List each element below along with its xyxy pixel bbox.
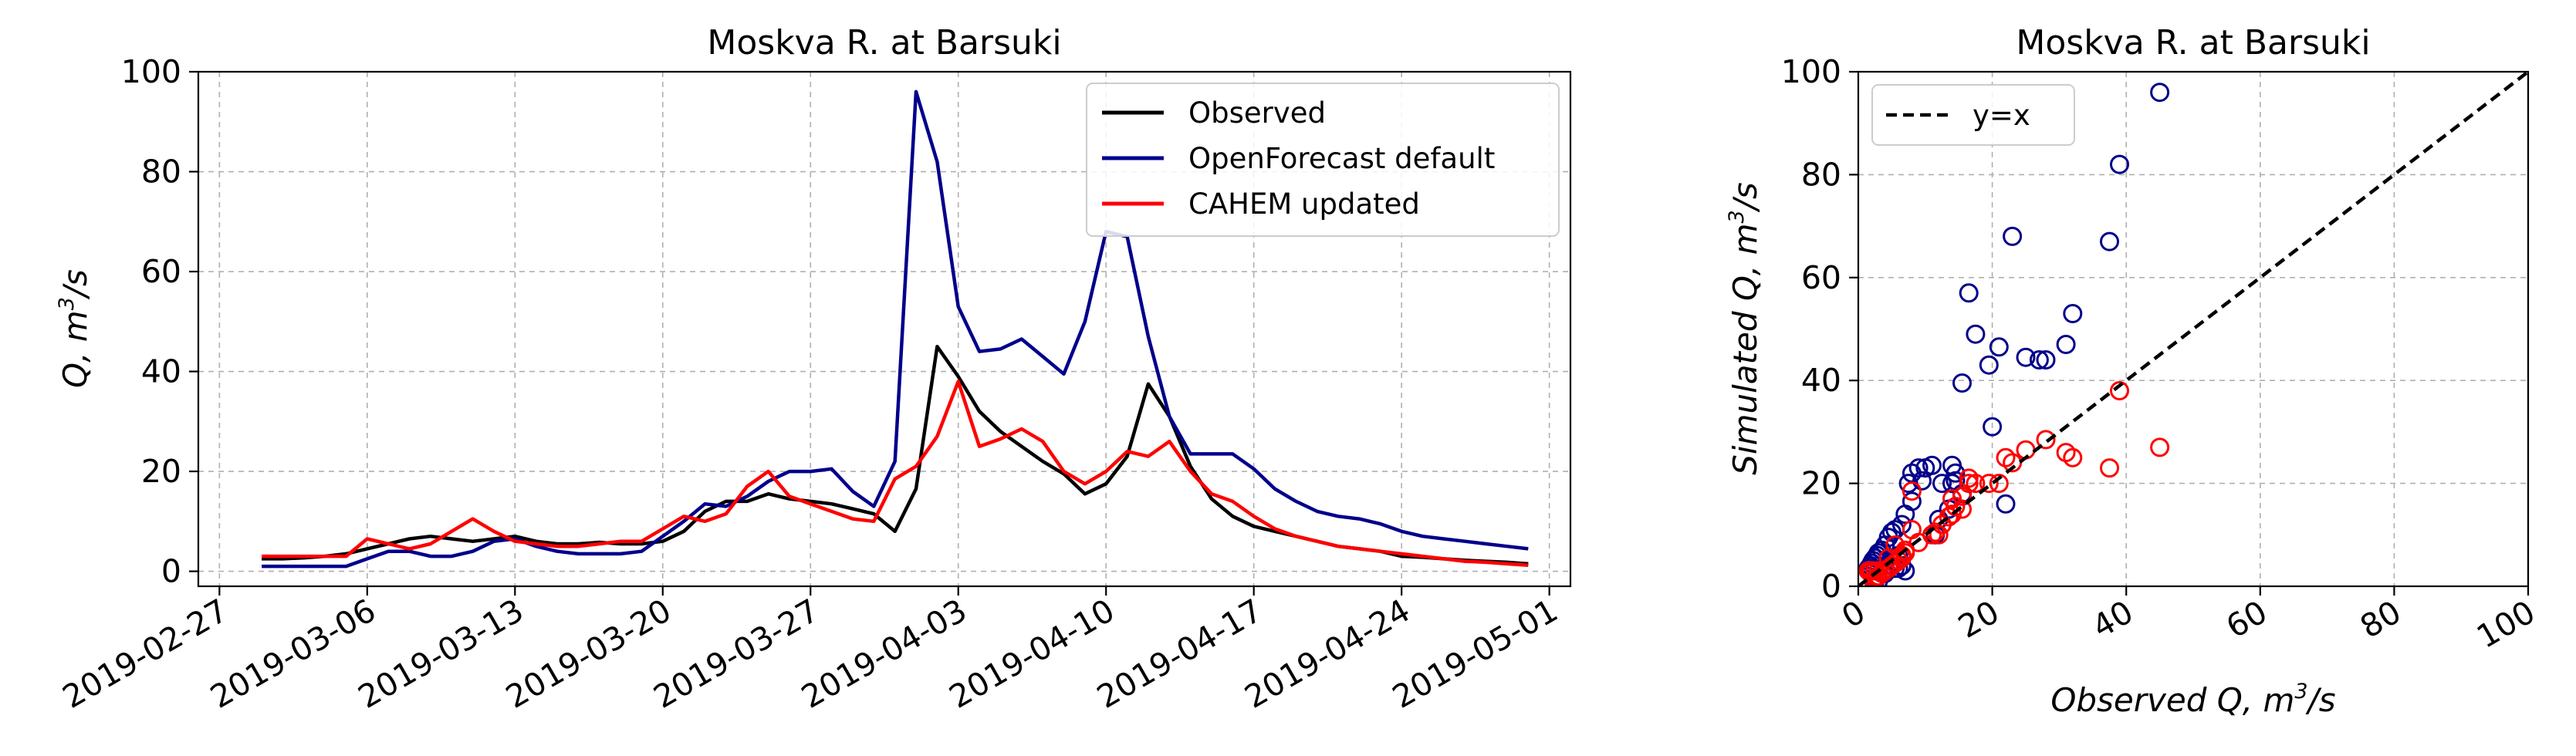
scatter-x-axis-label: Observed Q, m3/s: [2050, 680, 2335, 719]
time-series-legend-box: [1086, 83, 1560, 237]
scatter-y-tick-label: 40: [1801, 362, 1841, 399]
scatter-point-openforecast-default: [2150, 83, 2170, 103]
legend-label-observed: Observed: [1188, 96, 1326, 130]
scatter-axes-frame: [1857, 70, 2530, 588]
time-series-y-tick-label: 20: [141, 453, 181, 490]
scatter-y-tick-label: 100: [1781, 53, 1841, 90]
scatter-y-tick-label: 80: [1801, 156, 1841, 193]
time-series-title: Moskva R. at Barsuki: [707, 23, 1061, 62]
scatter-point-openforecast-default: [1979, 355, 1999, 375]
scatter-point-openforecast-default: [1966, 324, 1986, 344]
time-series-y-tick-label: 60: [141, 253, 181, 290]
scatter-point-cahem-updated: [2100, 458, 2119, 478]
scatter-point-cahem-updated: [2036, 430, 2056, 450]
scatter-point-cahem-updated: [1959, 474, 1979, 494]
time-series-x-tick-label: 2019-04-10: [943, 592, 1121, 716]
scatter-x-tick-label: 40: [2086, 593, 2139, 646]
scatter-point-cahem-updated: [1989, 474, 2009, 494]
scatter-point-cahem-updated: [2150, 437, 2170, 457]
scatter-point-openforecast-default: [2036, 350, 2056, 370]
time-series-y-tick-label: 40: [141, 353, 181, 390]
time-series-x-tick-label: 2019-04-17: [1090, 592, 1268, 716]
legend-label-y-equals-x: y=x: [1973, 99, 2030, 132]
scatter-point-openforecast-default: [1946, 463, 1966, 483]
scatter-y-tick-label: 20: [1801, 465, 1841, 502]
time-series-legend: Observed OpenForecast default CAHEM upda…: [1086, 83, 1560, 237]
scatter-point-openforecast-default: [2100, 231, 2119, 251]
time-series-x-tick-label: 2019-03-13: [352, 592, 529, 716]
scatter-point-openforecast-default: [2003, 226, 2023, 246]
time-series-axes-frame: [197, 70, 1572, 588]
scatter-point-openforecast-default: [2063, 304, 2083, 323]
series-line-cahem-updated: [262, 380, 1529, 568]
scatter-point-cahem-updated: [1942, 489, 1962, 509]
scatter-point-openforecast-default: [1959, 283, 1979, 303]
scatter-point-cahem-updated: [1929, 525, 1949, 545]
time-series-y-axis-label: Q, m3/s: [55, 269, 94, 388]
scatter-point-cahem-updated: [1979, 474, 1999, 494]
reference-line-y-equals-x: [1858, 72, 2528, 586]
scatter-x-tick-label: 20: [1952, 593, 2005, 646]
scatter-points: [1858, 72, 2528, 586]
scatter-point-cahem-updated: [1959, 468, 1979, 488]
scatter-point-cahem-updated: [1878, 548, 1898, 568]
time-series-x-tick-label: 2019-04-03: [795, 592, 972, 716]
scatter-y-tick-label: 0: [1821, 568, 1841, 605]
time-series-x-tick-label: 2019-03-06: [204, 592, 381, 716]
scatter-point-openforecast-default: [1996, 494, 2016, 514]
scatter-y-axis-label: Simulated Q, m3/s: [1725, 182, 1764, 475]
scatter-legend-box: [1871, 84, 2075, 146]
time-series-y-tick-label: 80: [141, 154, 181, 191]
scatter-point-cahem-updated: [1902, 481, 1922, 501]
scatter-legend: y=x: [1871, 84, 2075, 146]
scatter-y-tick-label: 60: [1801, 259, 1841, 296]
scatter-point-cahem-updated: [1902, 520, 1922, 540]
scatter-x-tick-label: 60: [2220, 593, 2273, 646]
time-series-y-tick-label: 100: [121, 53, 181, 90]
scatter-point-cahem-updated: [1865, 561, 1885, 581]
scatter-point-cahem-updated: [1952, 499, 1972, 519]
scatter-point-openforecast-default: [1983, 417, 2003, 437]
scatter-point-openforecast-default: [1932, 474, 1952, 494]
series-line-openforecast-default: [262, 89, 1529, 569]
time-series-chart: 2019-02-272019-03-062019-03-132019-03-20…: [55, 23, 1572, 716]
scatter-point-openforecast-default: [1915, 458, 1935, 478]
scatter-title: Moskva R. at Barsuki: [2016, 23, 2370, 62]
scatter-point-openforecast-default: [1952, 373, 1972, 393]
legend-label-openforecast-default: OpenForecast default: [1188, 142, 1495, 175]
scatter-x-tick-label: 80: [2354, 593, 2407, 646]
scatter-point-cahem-updated: [2110, 381, 2129, 400]
scatter-point-cahem-updated: [2056, 443, 2076, 463]
legend-label-cahem-updated: CAHEM updated: [1188, 187, 1420, 221]
scatter-point-openforecast-default: [2056, 335, 2076, 354]
scatter-point-openforecast-default: [2029, 350, 2049, 370]
time-series-x-tick-label: 2019-02-27: [56, 592, 234, 716]
time-series-lines: [262, 89, 1529, 569]
time-series-x-tick-label: 2019-03-27: [647, 592, 825, 716]
scatter-x-tick-label: 100: [2470, 593, 2541, 656]
time-series-x-tick-label: 2019-04-24: [1239, 592, 1416, 716]
time-series-x-tick-label: 2019-05-01: [1386, 592, 1564, 716]
scatter-point-openforecast-default: [1912, 471, 1932, 491]
scatter-point-openforecast-default: [1989, 337, 2009, 357]
time-series-x-tick-label: 2019-03-20: [499, 592, 677, 716]
scatter-point-openforecast-default: [2110, 154, 2129, 174]
scatter-point-openforecast-default: [2016, 347, 2036, 367]
time-series-y-tick-label: 0: [161, 553, 181, 590]
scatter-point-cahem-updated: [1942, 505, 1962, 525]
